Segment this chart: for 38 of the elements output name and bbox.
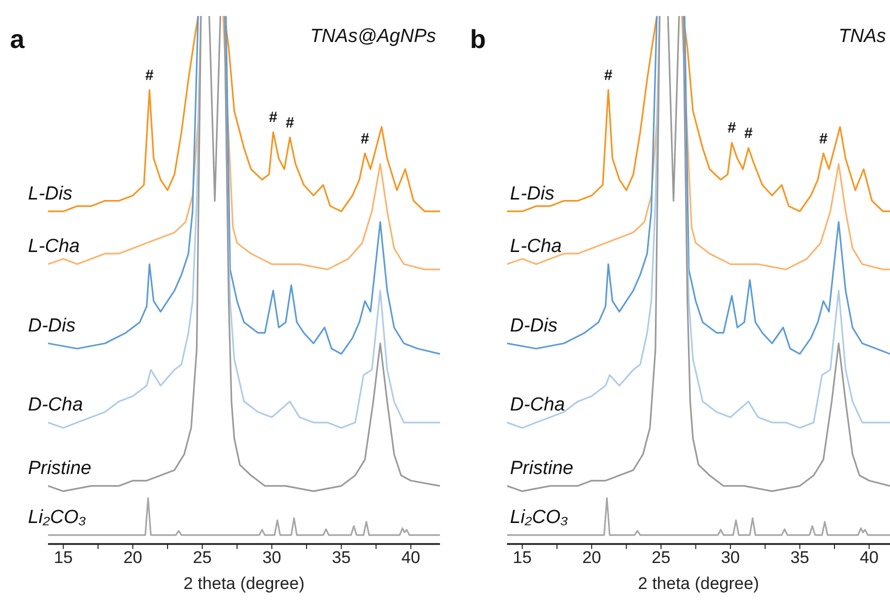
x-tick-label: 25 bbox=[192, 548, 212, 568]
series-label: L-Dis bbox=[510, 183, 555, 204]
series-label: Li₂CO₃ bbox=[28, 507, 87, 528]
x-tick-label: 20 bbox=[123, 548, 142, 568]
annotation: # bbox=[819, 130, 828, 148]
annotation: # bbox=[604, 66, 614, 84]
x-tick-label: 35 bbox=[332, 548, 351, 568]
series-label: Pristine bbox=[28, 458, 92, 479]
x-axis-title: 2 theta (degree) bbox=[638, 574, 759, 593]
series-label: D-Dis bbox=[28, 315, 76, 336]
annotation: # bbox=[360, 130, 370, 148]
x-tick-label: 30 bbox=[262, 548, 282, 568]
series-label: D-Cha bbox=[28, 394, 83, 416]
x-tick-label: 25 bbox=[652, 548, 670, 568]
x-tick-label: 30 bbox=[720, 548, 740, 568]
text: TNAs bbox=[838, 26, 886, 48]
annotation: # bbox=[728, 120, 737, 137]
annotation: # bbox=[145, 66, 154, 84]
annotation: # bbox=[286, 114, 295, 132]
text: b bbox=[470, 24, 486, 55]
x-tick-label: 35 bbox=[790, 548, 810, 568]
series-label: D-Cha bbox=[510, 394, 565, 416]
series-label: L-Cha bbox=[28, 236, 80, 258]
x-tick-label: 15 bbox=[512, 548, 532, 568]
x-axis-title: 2 theta (degree) bbox=[184, 574, 304, 593]
x-tick-label: 15 bbox=[54, 548, 73, 568]
annotation: # bbox=[269, 109, 278, 126]
series-label: L-Cha bbox=[510, 236, 562, 258]
series-label: D-Dis bbox=[510, 315, 558, 336]
series-label: L-Dis bbox=[28, 183, 73, 204]
series-label: Pristine bbox=[510, 458, 574, 479]
text: TNAs@AgNPs bbox=[310, 26, 436, 48]
x-tick-label: 40 bbox=[401, 548, 420, 568]
x-tick-label: 40 bbox=[860, 548, 879, 568]
series-label: Li₂CO₃ bbox=[510, 507, 569, 528]
x-tick-label: 20 bbox=[582, 548, 602, 568]
text: a bbox=[10, 24, 24, 55]
annotation: # bbox=[744, 125, 754, 142]
